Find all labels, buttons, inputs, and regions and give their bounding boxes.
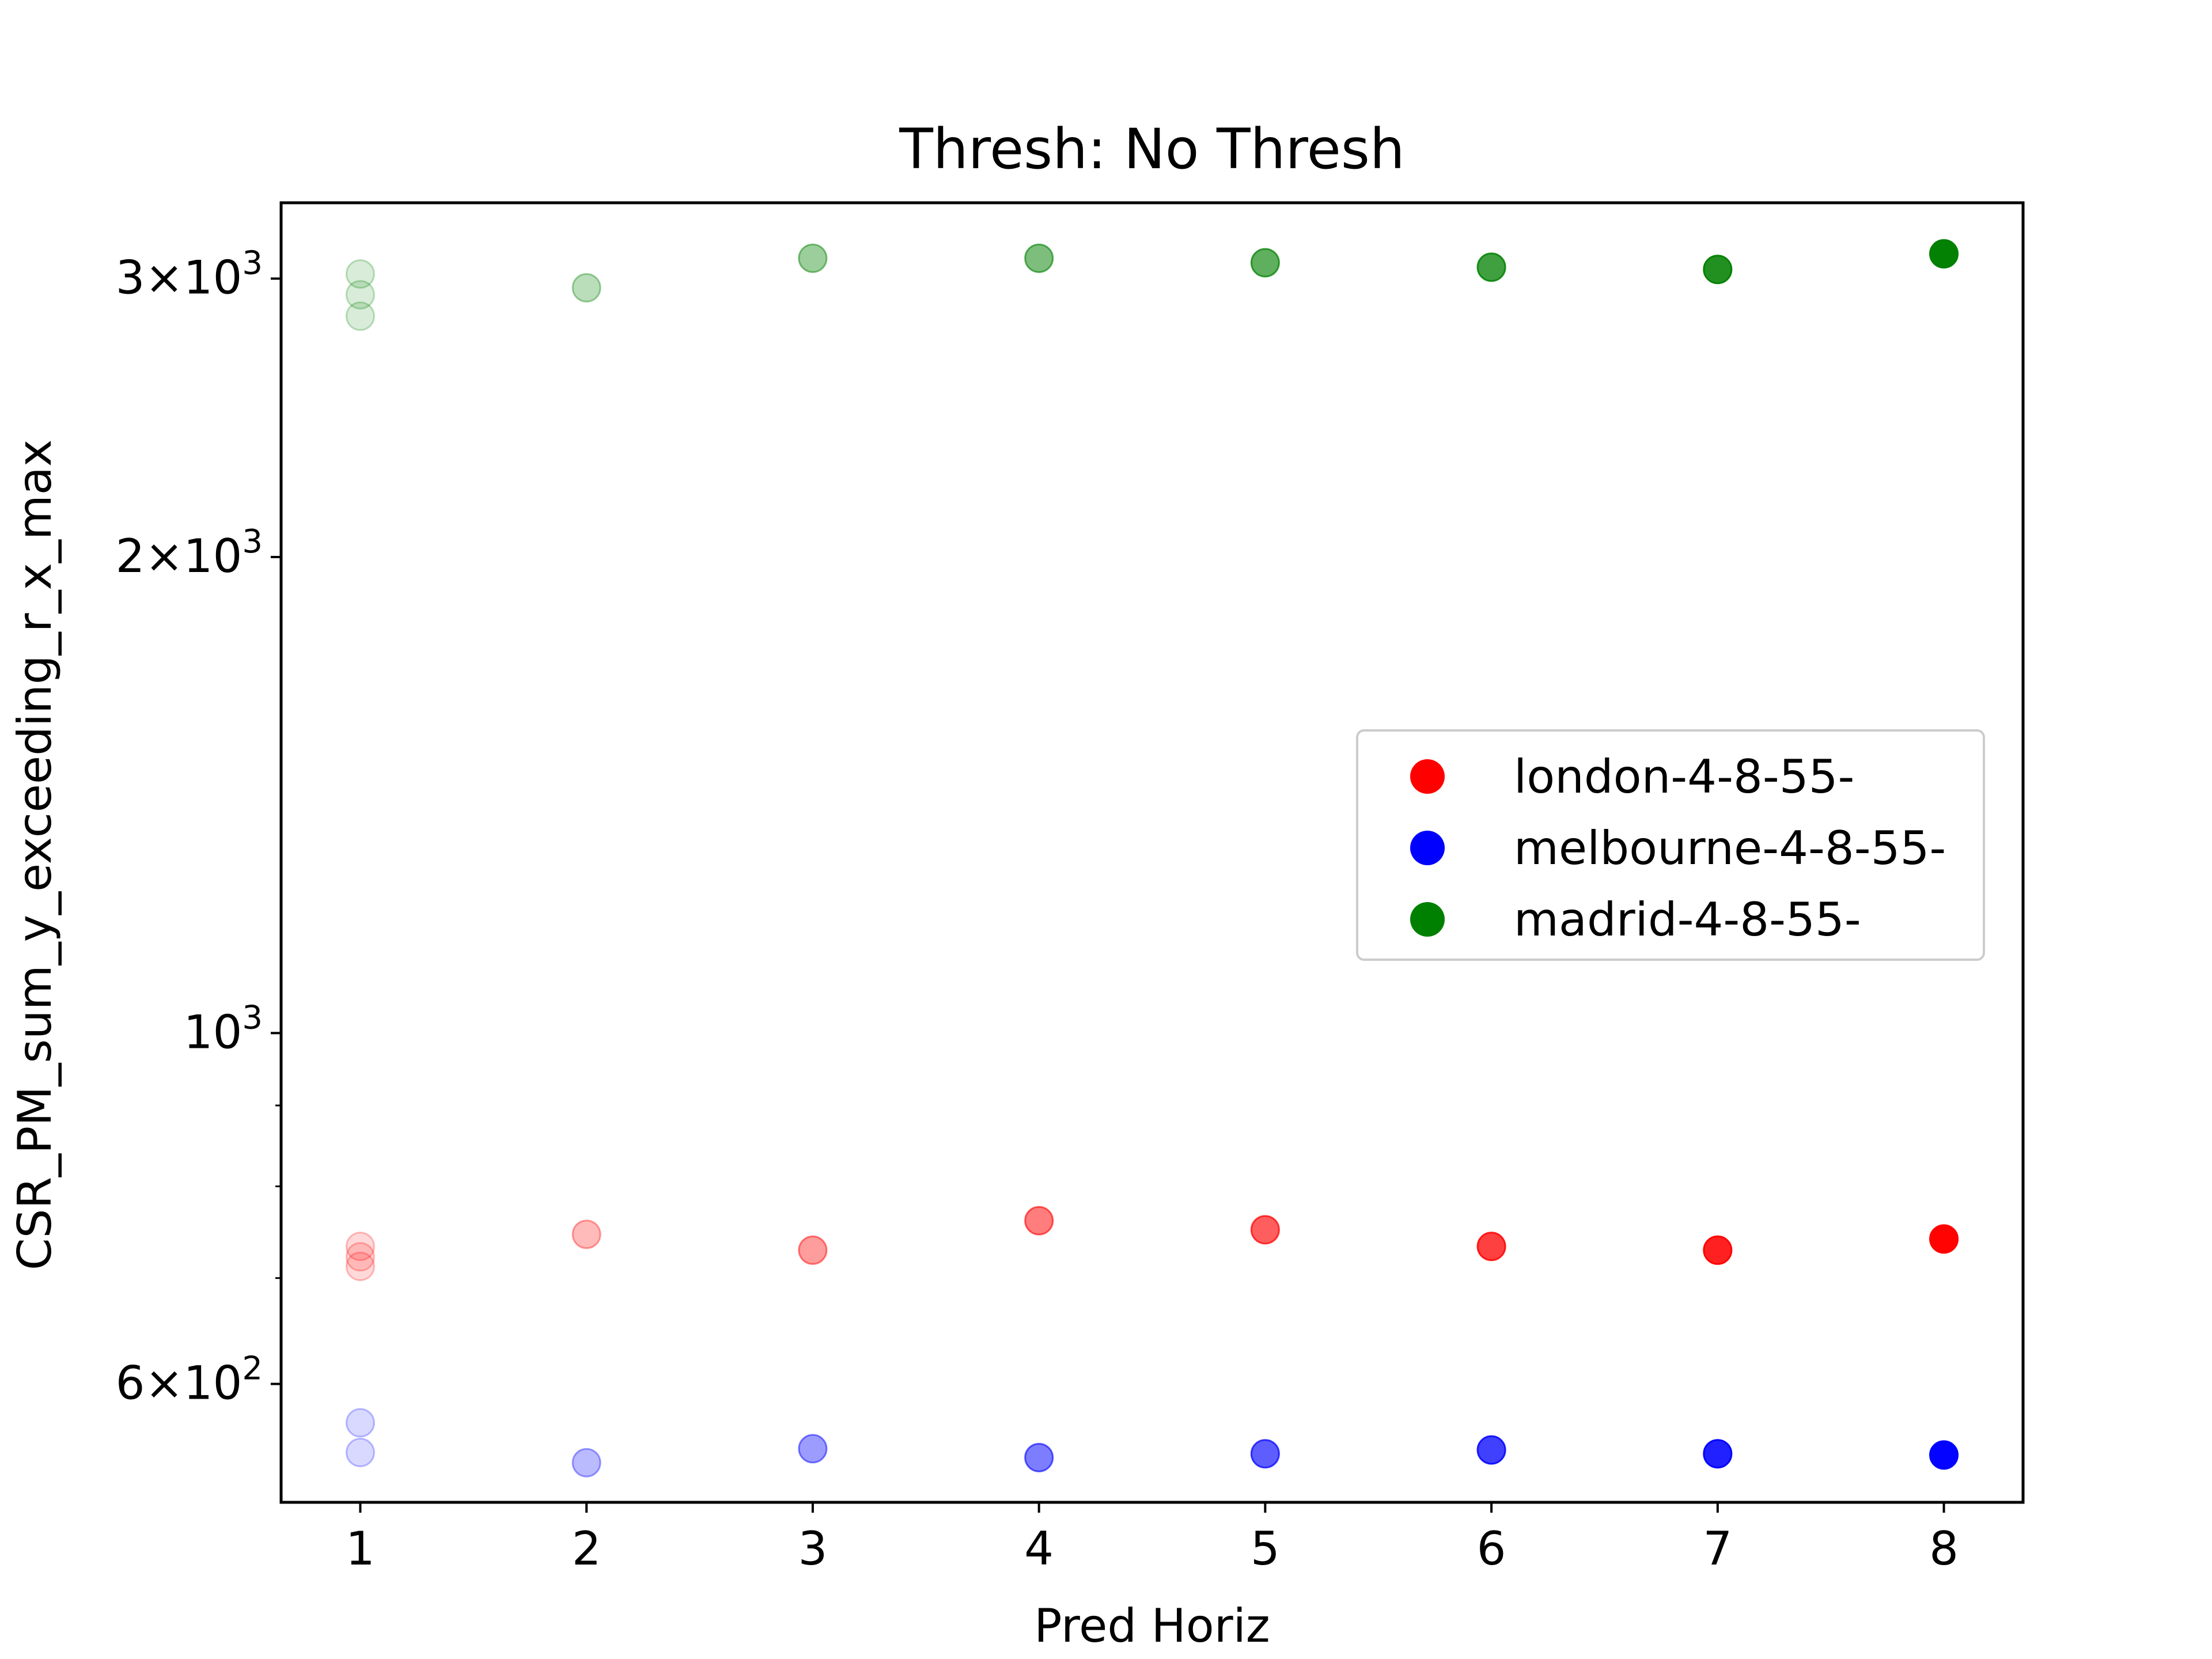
data-point	[345, 259, 375, 289]
x-tick-label: 2	[572, 1522, 601, 1575]
legend-marker	[1410, 831, 1445, 865]
data-point	[345, 1251, 375, 1281]
data-point	[1024, 1206, 1054, 1236]
data-point	[345, 1437, 375, 1467]
y-axis-ticks: 6×102 103 2×103 3×103	[116, 245, 281, 1410]
data-point	[798, 1434, 828, 1464]
data-point	[1476, 252, 1506, 282]
y-tick-label: 2×103	[116, 523, 263, 583]
legend-label: madrid-4-8-55-	[1514, 893, 1861, 946]
data-point	[345, 301, 375, 331]
data-point	[571, 273, 601, 303]
x-tick-label: 3	[798, 1522, 827, 1575]
data-point	[1929, 239, 1959, 269]
data-point	[345, 280, 375, 310]
data-point	[1476, 1435, 1506, 1465]
data-point	[1703, 255, 1733, 285]
x-axis-ticks: 1 2 3 4 5 6 7 8	[346, 1502, 1959, 1575]
data-point	[1250, 1215, 1280, 1245]
data-point	[798, 1235, 828, 1265]
y-tick-label: 3×103	[116, 245, 263, 305]
legend-box	[1356, 729, 1985, 961]
legend-marker	[1410, 902, 1445, 937]
data-point	[1476, 1232, 1506, 1262]
y-tick-label: 6×102	[116, 1350, 263, 1410]
data-point	[571, 1448, 601, 1478]
data-point	[345, 1242, 375, 1272]
legend: london-4-8-55- melbourne-4-8-55- madrid-4-…	[1356, 729, 1985, 961]
data-points	[345, 239, 1959, 1478]
data-point	[798, 243, 828, 273]
data-point	[1929, 1224, 1959, 1254]
y-tick-label: 103	[184, 999, 263, 1059]
legend-marker	[1410, 759, 1445, 794]
data-point	[1250, 1439, 1280, 1469]
x-tick-label: 5	[1251, 1522, 1280, 1575]
data-point	[345, 1232, 375, 1262]
x-tick-label: 4	[1024, 1522, 1054, 1575]
data-point	[345, 1408, 375, 1438]
x-tick-label: 8	[1929, 1522, 1959, 1575]
x-tick-label: 1	[346, 1522, 375, 1575]
data-point	[1024, 1442, 1054, 1472]
data-point	[1024, 243, 1054, 273]
data-point	[1703, 1235, 1733, 1265]
x-tick-label: 7	[1703, 1522, 1732, 1575]
data-point	[1703, 1439, 1733, 1469]
chart-title: Thresh: No Thresh	[899, 117, 1404, 181]
legend-label: london-4-8-55-	[1514, 750, 1854, 804]
x-tick-label: 6	[1477, 1522, 1506, 1575]
x-axis-label: Pred Horiz	[1034, 1599, 1270, 1653]
plot-area-frame	[279, 201, 2025, 1504]
data-point	[1929, 1440, 1959, 1470]
y-axis-label: CSR_PM_sum_y_exceeding_r_x_max	[8, 440, 62, 1270]
legend-label: melbourne-4-8-55-	[1514, 821, 1946, 875]
data-point	[571, 1219, 601, 1249]
data-point	[1250, 248, 1280, 278]
